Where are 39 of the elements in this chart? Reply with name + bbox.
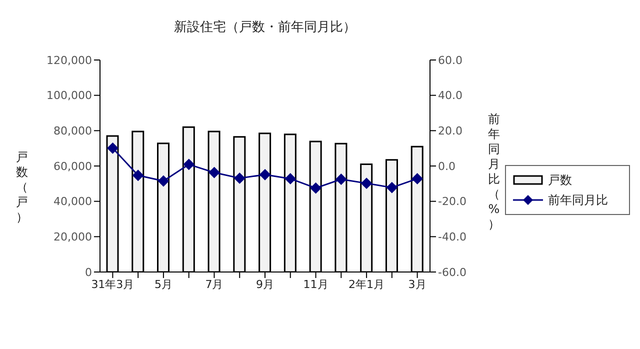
y2-tick-label: -40.0 — [438, 230, 466, 244]
y-tick-label: 80,000 — [54, 124, 92, 138]
y-tick-label: 120,000 — [46, 54, 92, 67]
legend-label: 前年同月比 — [548, 192, 608, 208]
point — [284, 173, 296, 184]
y-tick-label: 40,000 — [54, 195, 92, 208]
x-tick-label: 5月 — [154, 278, 172, 291]
y-axis-title: 戸数（戸） — [15, 150, 29, 225]
point — [107, 142, 118, 154]
point — [183, 158, 194, 170]
x-tick-label: 2年1月 — [348, 278, 385, 291]
y2-tick-label: 40.0 — [438, 89, 462, 102]
y2-tick-label: 20.0 — [438, 124, 462, 138]
legend-label: 戸数 — [548, 172, 572, 188]
point — [336, 174, 347, 185]
y2-axis-title: 前年同月比（%） — [487, 112, 501, 232]
x-tick-label: 31年3月 — [91, 278, 134, 291]
point — [310, 182, 322, 194]
point — [132, 170, 144, 181]
x-tick-label: 9月 — [256, 278, 274, 291]
y-tick-label: 0 — [85, 266, 92, 279]
y2-tick-label: -60.0 — [438, 266, 466, 279]
y2-tick-label: 60.0 — [438, 54, 462, 67]
y-tick-label: 60,000 — [54, 160, 92, 173]
y2-tick-label: 0.0 — [438, 160, 456, 173]
point — [412, 173, 423, 184]
x-tick-label: 11月 — [303, 278, 328, 291]
y-tick-label: 100,000 — [46, 89, 92, 102]
point — [158, 176, 169, 187]
y2-tick-label: -20.0 — [438, 195, 466, 208]
point — [208, 167, 220, 178]
x-tick-label: 3月 — [408, 278, 426, 291]
chart-title: 新設住宅（戸数・前年同月比） — [173, 19, 357, 36]
x-tick-label: 7月 — [205, 278, 224, 291]
point — [361, 178, 372, 189]
point — [386, 182, 398, 194]
point — [260, 169, 270, 180]
y-tick-label: 20,000 — [54, 230, 92, 244]
point — [234, 172, 246, 184]
